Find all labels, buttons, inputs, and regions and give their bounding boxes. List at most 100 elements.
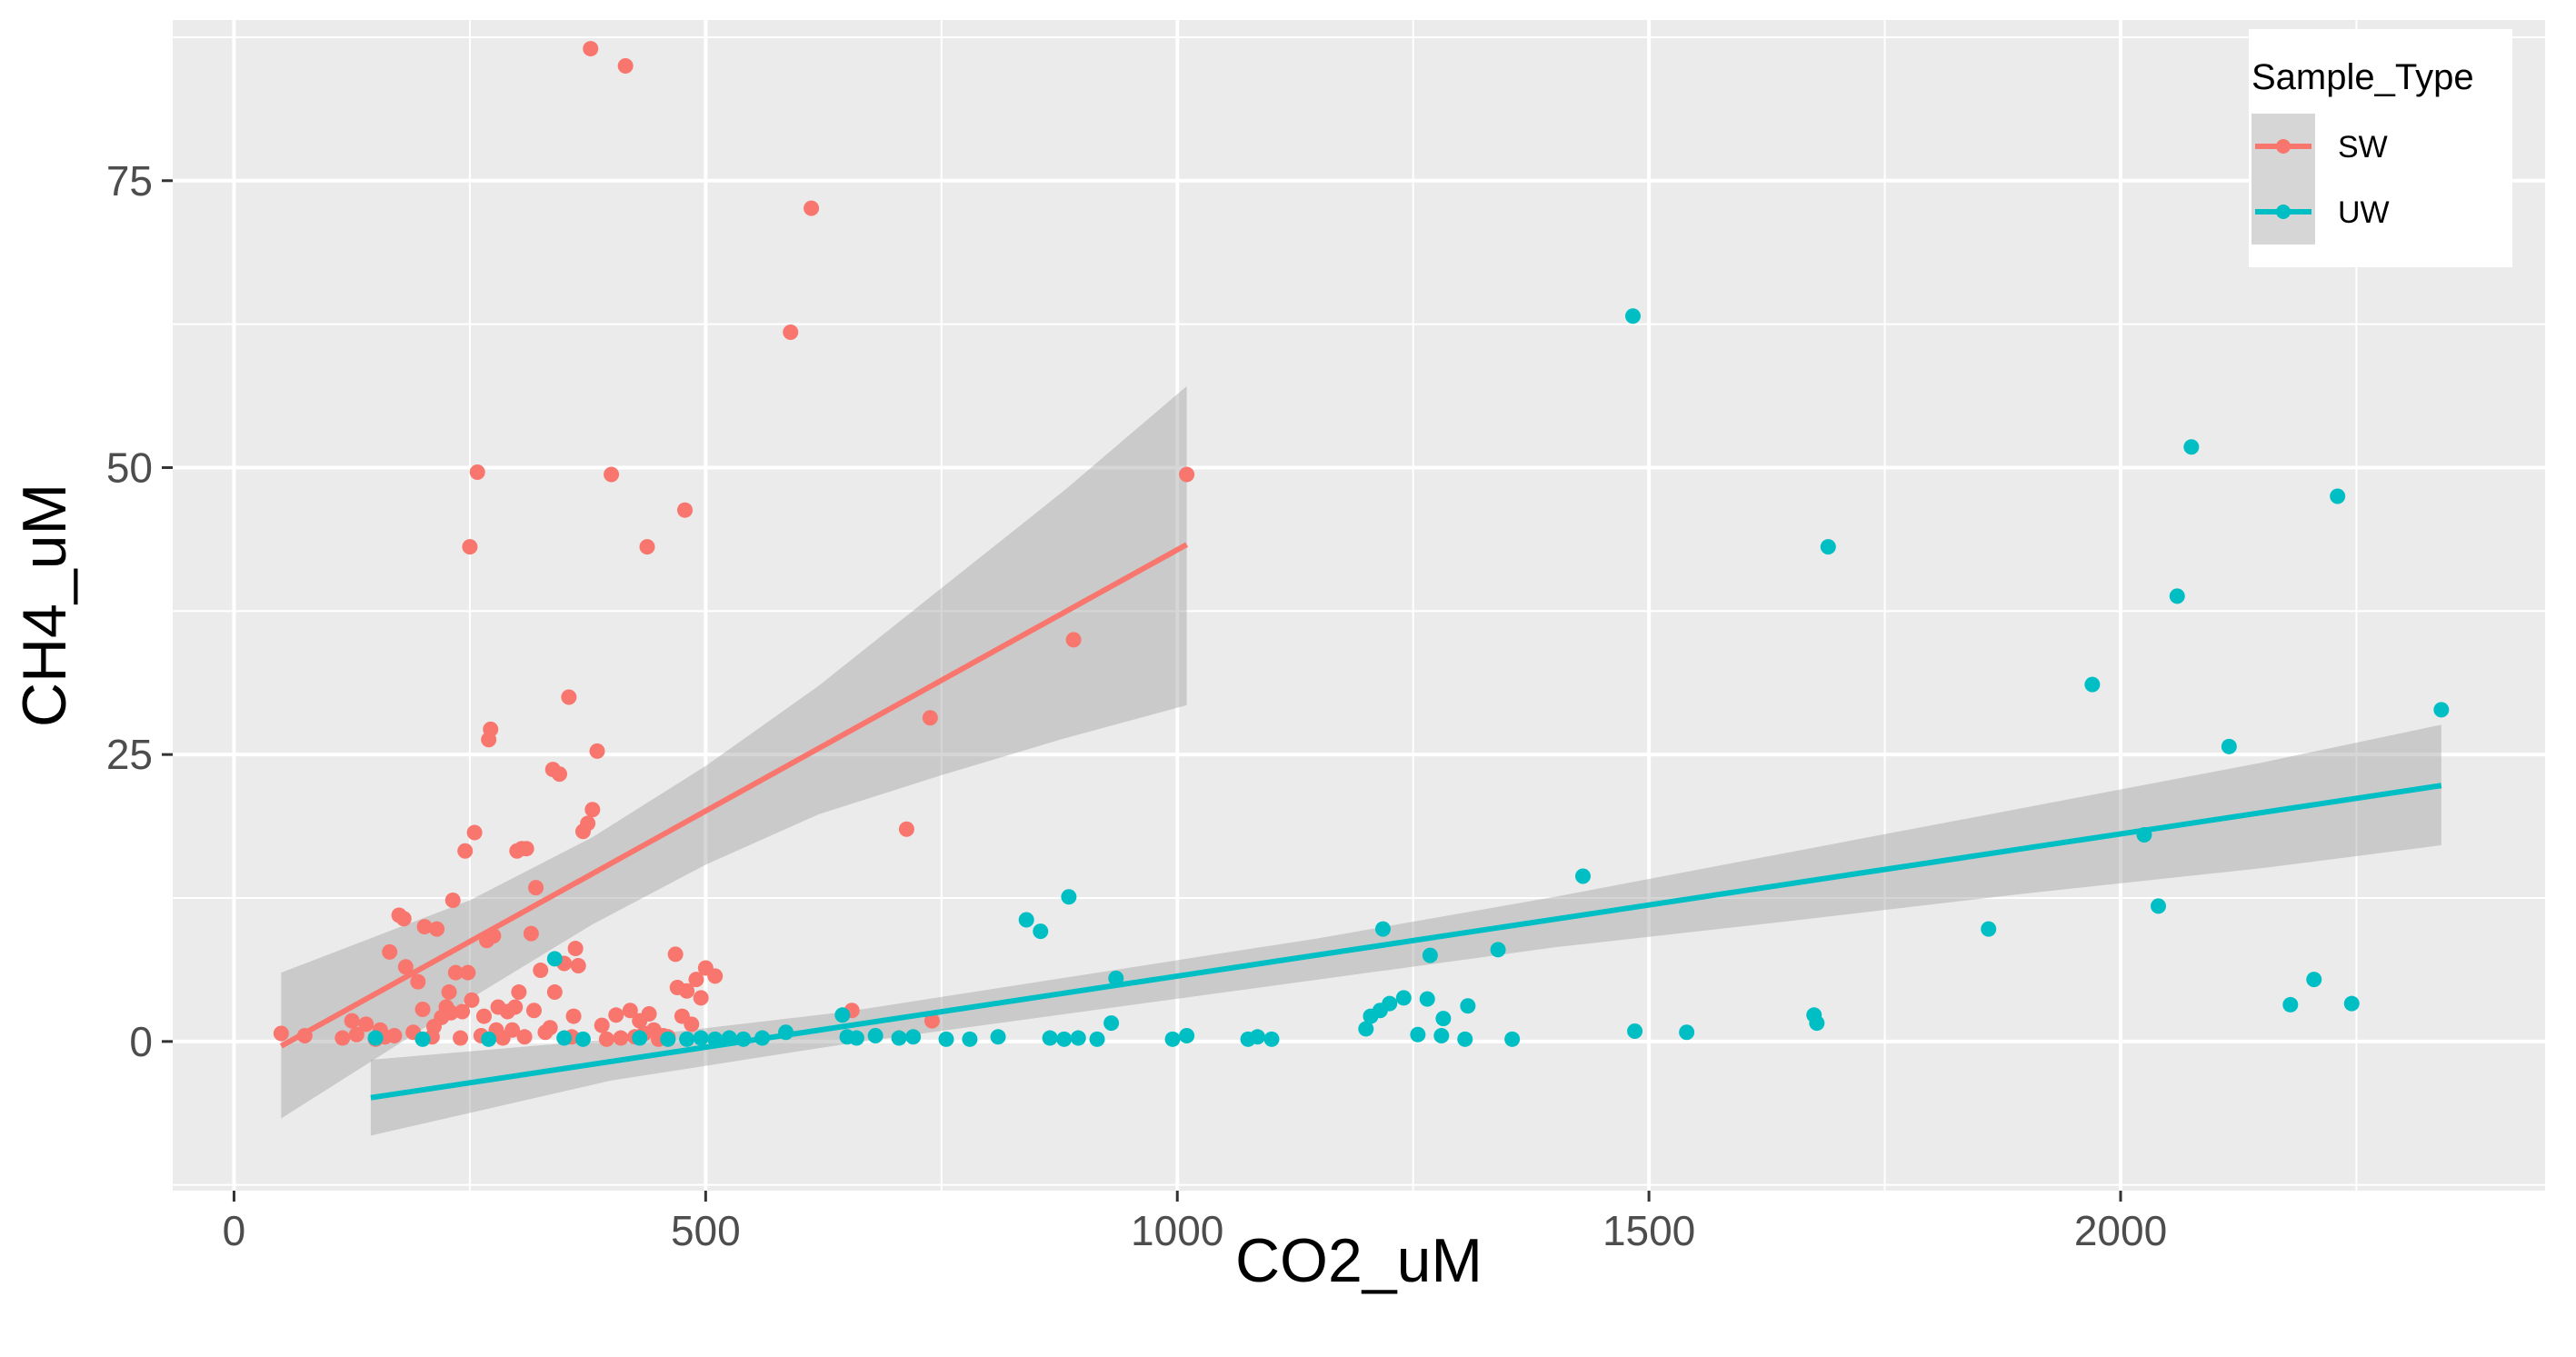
point-uw xyxy=(1504,1031,1521,1047)
point-sw xyxy=(464,992,480,1008)
point-sw xyxy=(707,968,724,984)
point-sw xyxy=(542,1020,558,1036)
legend: Sample_Type SW UW xyxy=(2249,29,2512,267)
point-sw xyxy=(453,1030,469,1046)
point-sw xyxy=(594,1017,610,1033)
point-uw xyxy=(574,1031,591,1047)
x-tick-label: 1500 xyxy=(1603,1207,1695,1254)
point-uw xyxy=(1490,942,1506,958)
point-sw xyxy=(641,1006,657,1023)
axis-ticks xyxy=(162,179,2122,1202)
point-uw xyxy=(556,1030,573,1046)
point-uw xyxy=(1627,1023,1643,1039)
point-uw xyxy=(1457,1031,1473,1047)
point-sw xyxy=(622,1003,638,1019)
point-uw xyxy=(1061,889,1077,905)
point-sw xyxy=(397,959,414,975)
point-sw xyxy=(483,721,499,737)
point-sw xyxy=(589,743,605,759)
point-uw xyxy=(693,1030,709,1046)
point-sw xyxy=(583,41,599,57)
point-sw xyxy=(469,464,485,481)
point-sw xyxy=(444,893,461,909)
x-tick-label: 2000 xyxy=(2074,1207,2167,1254)
point-uw xyxy=(1820,539,1836,555)
point-sw xyxy=(518,841,534,857)
point-uw xyxy=(1809,1015,1825,1032)
point-sw xyxy=(410,973,426,990)
y-axis-title: CH4_uM xyxy=(10,484,79,727)
point-uw xyxy=(1410,1026,1426,1043)
point-sw xyxy=(1179,466,1195,483)
point-sw xyxy=(617,58,634,75)
fit-line-sw xyxy=(279,542,1189,1049)
legend-title: Sample_Type xyxy=(2252,57,2474,97)
point-sw xyxy=(504,1022,521,1038)
point-sw xyxy=(546,984,563,1001)
point-sw xyxy=(584,802,601,818)
point-sw xyxy=(924,1013,940,1029)
point-sw xyxy=(533,963,549,979)
point-uw xyxy=(1179,1028,1195,1044)
x-tick-label: 0 xyxy=(223,1207,246,1254)
point-uw xyxy=(962,1031,978,1047)
point-uw xyxy=(834,1007,851,1023)
point-sw xyxy=(511,984,527,1001)
point-sw xyxy=(679,983,695,999)
confidence-band-sw xyxy=(281,385,1187,1119)
point-uw xyxy=(990,1029,1006,1045)
confidence-band-uw xyxy=(370,724,2441,1136)
point-sw xyxy=(395,911,412,927)
point-sw xyxy=(608,1007,624,1023)
point-sw xyxy=(528,880,544,896)
point-uw xyxy=(1574,868,1591,884)
point-uw xyxy=(1103,1015,1120,1032)
point-uw xyxy=(1395,990,1412,1006)
point-uw xyxy=(2084,676,2101,693)
point-uw xyxy=(2343,995,2360,1012)
point-uw xyxy=(1358,1021,1374,1037)
point-uw xyxy=(414,1031,431,1047)
point-sw xyxy=(570,958,586,974)
point-uw xyxy=(1382,995,1398,1012)
point-uw xyxy=(1033,923,1049,940)
point-uw xyxy=(1460,998,1476,1014)
point-uw xyxy=(679,1031,695,1047)
point-uw xyxy=(1249,1029,1265,1045)
point-uw xyxy=(1164,1031,1181,1047)
point-uw xyxy=(2306,972,2322,988)
point-sw xyxy=(348,1026,364,1043)
x-axis-title: CO2_uM xyxy=(1235,1226,1483,1295)
point-uw xyxy=(2330,488,2346,504)
point-uw xyxy=(1422,947,1438,963)
point-uw xyxy=(546,951,563,967)
point-sw xyxy=(783,324,799,340)
y-tick-labels: 0 25 50 75 xyxy=(106,157,153,1065)
point-uw xyxy=(1624,308,1641,324)
point-uw xyxy=(938,1031,954,1047)
point-sw xyxy=(684,1016,700,1033)
point-uw xyxy=(1435,1011,1452,1027)
point-sw xyxy=(604,466,620,483)
point-uw xyxy=(1679,1024,1695,1041)
x-tick-labels: 0 500 1000 1500 2000 xyxy=(223,1207,2168,1254)
point-sw xyxy=(273,1025,289,1042)
point-uw xyxy=(1374,921,1391,937)
point-sw xyxy=(561,689,577,705)
point-uw xyxy=(1981,921,1997,937)
point-sw xyxy=(525,1003,542,1019)
point-sw xyxy=(567,941,584,957)
point-uw xyxy=(1042,1030,1058,1046)
point-sw xyxy=(454,1003,471,1020)
legend-key-point xyxy=(2276,205,2291,219)
y-tick-label: 75 xyxy=(106,157,153,205)
point-sw xyxy=(443,1004,459,1021)
point-sw xyxy=(804,200,820,216)
point-sw xyxy=(551,766,567,783)
point-sw xyxy=(639,539,655,555)
point-sw xyxy=(416,919,433,935)
legend-key-uw: UW xyxy=(2252,179,2390,244)
point-uw xyxy=(2169,588,2185,604)
fit-line-uw xyxy=(370,783,2442,1101)
